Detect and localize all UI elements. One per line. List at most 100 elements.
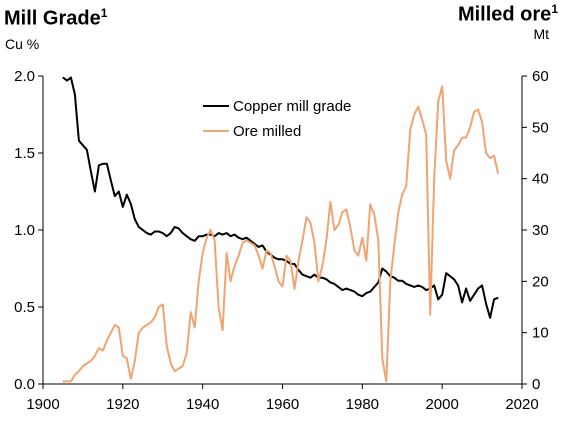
ore-milled-point bbox=[397, 211, 399, 213]
copper-mill-grade-point bbox=[305, 275, 308, 277]
copper-mill-grade-point bbox=[134, 218, 136, 220]
ore-milled-point bbox=[78, 370, 80, 372]
ore-milled-point bbox=[261, 267, 264, 270]
ore-milled-point bbox=[389, 280, 391, 282]
ore-milled-point bbox=[445, 160, 447, 162]
copper-mill-grade-point bbox=[349, 289, 351, 291]
copper-mill-grade-point bbox=[230, 235, 232, 237]
ore-milled-point bbox=[469, 126, 471, 128]
x-tick-label-2000: 2000 bbox=[425, 396, 458, 413]
ore-milled-point bbox=[433, 178, 435, 180]
left-tick-label-1.0: 1.0 bbox=[14, 222, 35, 239]
right-tick-label-20: 20 bbox=[532, 273, 549, 290]
ore-milled-point bbox=[309, 221, 311, 223]
ore-milled-point bbox=[150, 321, 152, 323]
copper-mill-grade-point bbox=[106, 163, 108, 165]
copper-mill-grade-point bbox=[226, 232, 228, 234]
ore-milled-point bbox=[377, 239, 379, 241]
right-tick-label-60: 60 bbox=[532, 68, 549, 85]
copper-mill-grade-point bbox=[110, 180, 112, 182]
ore-milled-point bbox=[489, 157, 491, 159]
copper-mill-grade-point bbox=[174, 226, 176, 228]
copper-mill-grade-point bbox=[453, 278, 455, 280]
ore-milled-point bbox=[353, 249, 355, 252]
right-tick-label-30: 30 bbox=[532, 222, 549, 239]
copper-mill-grade-point bbox=[66, 80, 68, 82]
ore-milled-point bbox=[465, 137, 467, 139]
copper-mill-grade-point bbox=[385, 271, 387, 273]
copper-mill-grade-line bbox=[62, 76, 499, 319]
right-tick-label-50: 50 bbox=[532, 119, 549, 136]
ore-milled-line bbox=[63, 85, 499, 383]
ore-milled-point bbox=[341, 211, 343, 213]
ore-milled-point bbox=[277, 280, 280, 282]
copper-mill-grade-point bbox=[465, 287, 467, 290]
copper-mill-grade-point bbox=[281, 258, 284, 260]
ore-milled-point bbox=[461, 137, 463, 139]
ore-milled-point bbox=[457, 144, 459, 146]
copper-mill-grade-point bbox=[210, 234, 212, 236]
ore-milled-point bbox=[449, 178, 451, 180]
ore-milled-point bbox=[94, 355, 96, 357]
copper-mill-grade-point bbox=[381, 267, 383, 270]
ore-milled-point bbox=[110, 332, 112, 334]
copper-mill-grade-point bbox=[170, 232, 172, 234]
copper-mill-grade-point bbox=[198, 235, 200, 237]
ore-milled-point bbox=[250, 242, 252, 244]
copper-mill-grade-point bbox=[485, 303, 487, 305]
copper-mill-grade-point bbox=[373, 286, 375, 288]
ore-milled-point bbox=[130, 378, 132, 380]
ore-milled-point bbox=[329, 201, 331, 203]
ore-milled-point bbox=[194, 326, 196, 329]
ore-milled-point bbox=[258, 255, 260, 257]
ore-milled-point bbox=[178, 368, 180, 370]
ore-milled-point bbox=[86, 362, 88, 365]
ore-milled-point bbox=[321, 265, 323, 267]
copper-mill-grade-point bbox=[202, 235, 204, 237]
copper-mill-grade-point bbox=[445, 272, 447, 274]
ore-milled-point bbox=[234, 265, 236, 267]
copper-mill-grade-point bbox=[250, 240, 252, 242]
ore-milled-point bbox=[90, 360, 92, 362]
copper-mill-grade-point bbox=[401, 280, 403, 282]
ore-milled-point bbox=[106, 339, 108, 341]
copper-mill-grade-point bbox=[238, 237, 240, 239]
copper-mill-grade-point bbox=[309, 277, 311, 279]
ore-milled-point bbox=[453, 149, 455, 151]
right-axis-title-text: Milled ore bbox=[457, 3, 552, 26]
copper-mill-grade-point bbox=[365, 292, 367, 294]
ore-milled-point bbox=[369, 203, 371, 205]
copper-mill-grade-point bbox=[94, 190, 96, 193]
ore-milled-point bbox=[138, 332, 140, 334]
ore-milled-point bbox=[158, 306, 160, 308]
ore-milled-point bbox=[218, 306, 220, 308]
copper-mill-grade-point bbox=[417, 284, 419, 286]
ore-milled-point bbox=[417, 106, 419, 108]
ore-milled-point bbox=[254, 244, 256, 246]
ore-milled-point bbox=[481, 121, 483, 123]
ore-milled-point bbox=[441, 85, 443, 87]
ore-milled-point bbox=[170, 362, 172, 365]
copper-mill-grade-point bbox=[377, 281, 379, 283]
ore-milled-point bbox=[66, 380, 68, 382]
copper-mill-grade-point bbox=[146, 232, 148, 234]
ore-milled-point bbox=[285, 255, 288, 257]
left-axis-title-text: Mill Grade bbox=[4, 7, 101, 30]
legend-label-ore-milled: Ore milled bbox=[233, 123, 301, 140]
ore-milled-point bbox=[373, 214, 375, 216]
copper-mill-grade-point bbox=[258, 246, 260, 248]
copper-mill-grade-point bbox=[353, 291, 355, 293]
ore-milled-point bbox=[325, 239, 327, 241]
copper-mill-grade-point bbox=[405, 283, 407, 285]
copper-mill-grade-point bbox=[154, 230, 156, 233]
ore-milled-point bbox=[62, 380, 64, 382]
ore-milled-point bbox=[186, 352, 188, 354]
copper-mill-grade-point bbox=[102, 163, 104, 165]
copper-mill-grade-point bbox=[130, 203, 132, 205]
x-tick-label-1940: 1940 bbox=[186, 396, 219, 413]
copper-mill-grade-point bbox=[433, 284, 435, 286]
ore-milled-point bbox=[198, 280, 200, 282]
copper-mill-grade-point bbox=[441, 294, 443, 296]
ore-milled-point bbox=[357, 255, 359, 257]
copper-mill-grade-point bbox=[341, 289, 343, 291]
